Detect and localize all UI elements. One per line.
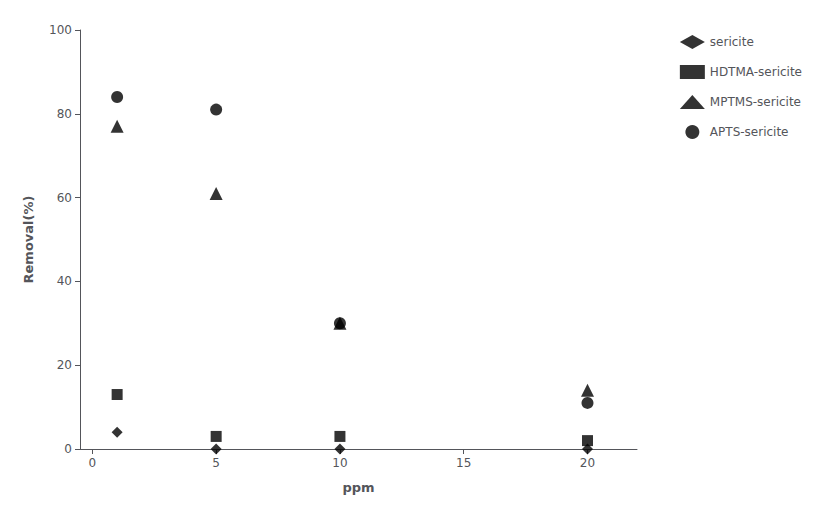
svg-text:20: 20 — [57, 358, 72, 372]
svg-text:60: 60 — [57, 191, 72, 205]
svg-text:ppm: ppm — [342, 480, 374, 495]
svg-text:sericite: sericite — [710, 35, 754, 49]
svg-text:10: 10 — [332, 456, 347, 470]
svg-text:5: 5 — [212, 456, 220, 470]
svg-text:APTS-sericite: APTS-sericite — [710, 125, 789, 139]
svg-text:100: 100 — [49, 23, 72, 37]
svg-text:HDTMA-sericite: HDTMA-sericite — [710, 65, 802, 79]
svg-text:Removal(%): Removal(%) — [21, 196, 36, 284]
svg-text:80: 80 — [57, 107, 72, 121]
svg-text:MPTMS-sericite: MPTMS-sericite — [710, 95, 801, 109]
svg-text:40: 40 — [57, 274, 72, 288]
svg-text:0: 0 — [89, 456, 97, 470]
svg-text:15: 15 — [456, 456, 471, 470]
svg-text:20: 20 — [580, 456, 595, 470]
svg-text:0: 0 — [64, 442, 72, 456]
